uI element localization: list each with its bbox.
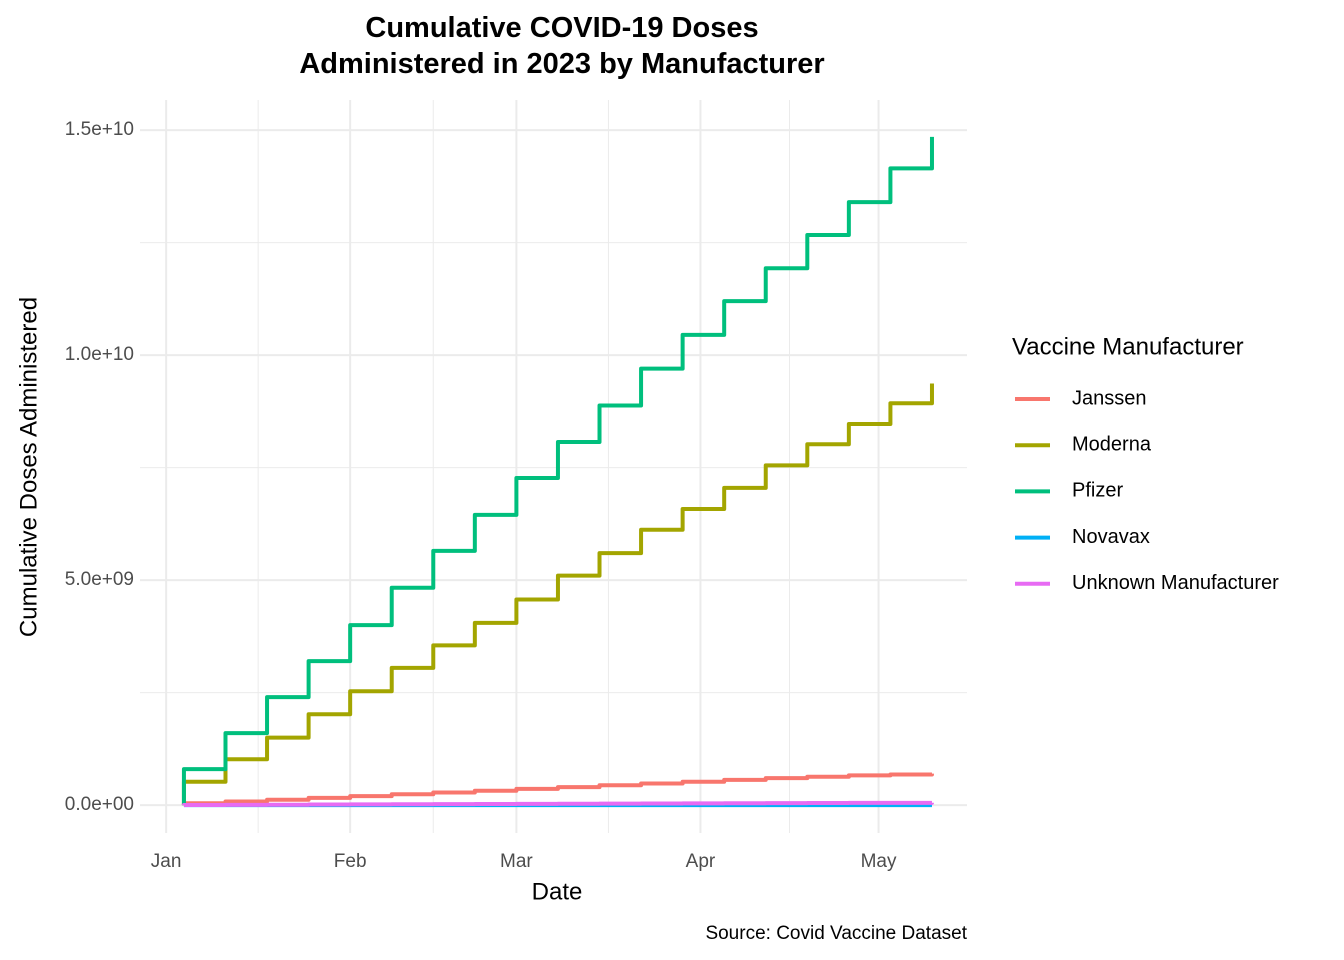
y-tick-label: 0.0e+00 bbox=[65, 794, 134, 815]
series-line bbox=[181, 772, 934, 806]
legend-title: Vaccine Manufacturer bbox=[1012, 333, 1244, 360]
series-line bbox=[181, 136, 934, 806]
legend-label: Pfizer bbox=[1072, 480, 1123, 502]
x-tick-label: Apr bbox=[686, 851, 716, 872]
x-tick-label: Mar bbox=[500, 851, 533, 872]
legend-label: Moderna bbox=[1072, 433, 1152, 455]
y-tick-label: 1.5e+10 bbox=[65, 119, 134, 140]
x-axis-label: Date bbox=[532, 878, 583, 905]
x-tick-label: Jan bbox=[151, 851, 182, 872]
legend-label: Unknown Manufacturer bbox=[1072, 572, 1279, 594]
legend-label: Novavax bbox=[1072, 526, 1150, 548]
y-axis-label: Cumulative Doses Administered bbox=[15, 297, 42, 637]
caption: Source: Covid Vaccine Dataset bbox=[705, 923, 967, 944]
chart-title: Cumulative COVID-19 Doses Administered i… bbox=[299, 12, 825, 80]
series-line bbox=[181, 383, 934, 806]
y-tick-label: 1.0e+10 bbox=[65, 344, 134, 365]
legend-label: Janssen bbox=[1072, 387, 1147, 409]
x-tick-label: Feb bbox=[334, 851, 367, 872]
x-tick-label: May bbox=[861, 851, 897, 872]
series-line bbox=[181, 800, 934, 807]
y-tick-label: 5.0e+09 bbox=[65, 569, 134, 590]
